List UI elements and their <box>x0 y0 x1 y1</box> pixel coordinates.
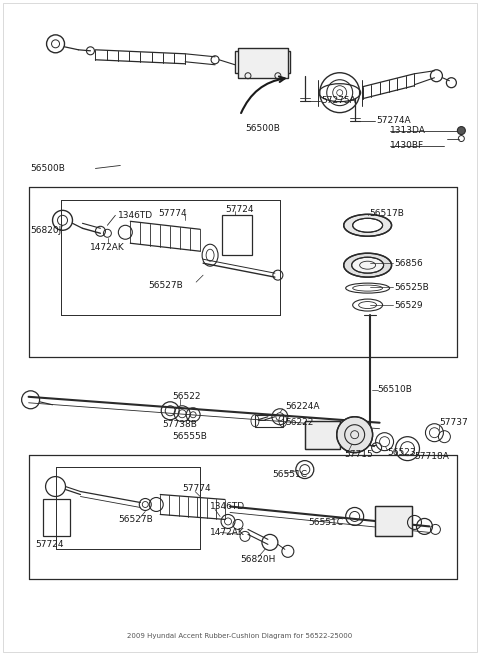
Bar <box>305 421 340 449</box>
Bar <box>238 48 288 78</box>
Circle shape <box>457 126 465 134</box>
Text: 56525B: 56525B <box>395 282 429 291</box>
Text: 57724: 57724 <box>36 540 64 549</box>
Text: 56527B: 56527B <box>119 515 153 524</box>
Text: 56222: 56222 <box>285 419 313 427</box>
Text: 56527B: 56527B <box>148 280 183 290</box>
Text: 56500B: 56500B <box>31 164 65 173</box>
Text: 56517B: 56517B <box>370 209 405 218</box>
Text: 56820J: 56820J <box>31 226 62 234</box>
Circle shape <box>336 417 372 453</box>
Text: 57737: 57737 <box>439 419 468 427</box>
Text: 57715: 57715 <box>345 450 373 459</box>
Ellipse shape <box>352 257 384 273</box>
Bar <box>374 506 412 536</box>
Ellipse shape <box>344 214 392 236</box>
Text: 57774: 57774 <box>182 484 211 493</box>
Text: 57774: 57774 <box>158 209 187 218</box>
Bar <box>43 498 71 536</box>
Text: 56224A: 56224A <box>285 402 319 411</box>
Text: 56500B: 56500B <box>245 124 280 133</box>
Text: 56551C: 56551C <box>308 518 343 527</box>
Text: 56523: 56523 <box>387 448 416 457</box>
Text: 57274A: 57274A <box>377 116 411 125</box>
Bar <box>222 215 252 255</box>
Text: 56551C: 56551C <box>272 470 307 479</box>
Text: 1430BF: 1430BF <box>390 141 424 150</box>
Text: 1313DA: 1313DA <box>390 126 425 135</box>
Text: 57738B: 57738B <box>162 421 197 429</box>
Text: 56555B: 56555B <box>172 432 207 441</box>
Text: 56529: 56529 <box>395 301 423 310</box>
Bar <box>235 51 290 73</box>
Text: 57718A: 57718A <box>415 452 449 461</box>
Text: 56522: 56522 <box>172 392 201 402</box>
Text: 57724: 57724 <box>225 205 253 214</box>
Text: 56856: 56856 <box>395 259 423 268</box>
Ellipse shape <box>353 218 383 233</box>
Text: 57275A: 57275A <box>322 96 357 105</box>
Text: 56510B: 56510B <box>378 385 412 394</box>
Bar <box>255 415 283 426</box>
Text: 56820H: 56820H <box>240 555 276 564</box>
Bar <box>305 421 340 449</box>
Ellipse shape <box>344 253 392 277</box>
Text: 1472AK: 1472AK <box>90 243 125 252</box>
Text: 1346TD: 1346TD <box>119 211 154 220</box>
Bar <box>238 48 288 78</box>
Text: 2009 Hyundai Accent Rubber-Cushion Diagram for 56522-25000: 2009 Hyundai Accent Rubber-Cushion Diagr… <box>127 633 353 639</box>
Bar <box>374 506 412 536</box>
Text: 1472AK: 1472AK <box>210 528 245 537</box>
Text: 1346TD: 1346TD <box>210 502 245 511</box>
